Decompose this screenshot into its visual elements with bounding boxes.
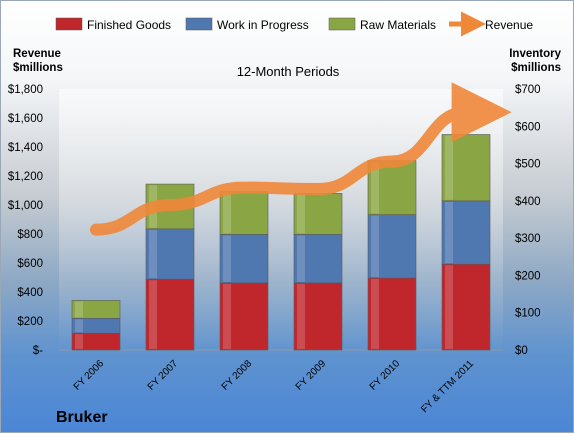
legend-label-2: Raw Materials [360, 18, 436, 32]
bar-finished-goods [145, 278, 195, 351]
bar-highlight [445, 201, 453, 264]
bar-highlight [149, 280, 157, 349]
y-left-tick: $200 [17, 316, 43, 328]
company-label: Bruker [56, 409, 108, 426]
bar-highlight [223, 192, 231, 234]
y-left-tick: $1,600 [8, 113, 43, 125]
y-left-tick: $1,200 [8, 171, 43, 183]
x-tick-label: FY 2010 [368, 358, 403, 393]
x-tick-label: FY 2009 [294, 358, 329, 393]
bar-highlight [371, 161, 379, 214]
bar-highlight [223, 235, 231, 282]
bar-highlight [223, 283, 231, 349]
revenue-line [90, 82, 512, 236]
bar-finished-goods [441, 263, 491, 351]
x-tick-label: FY 2008 [220, 358, 255, 393]
x-tick-label: FY 2007 [146, 358, 181, 393]
bar-work-in-progress [293, 234, 343, 284]
legend-label-0: Finished Goods [87, 18, 171, 32]
bar-raw-materials [441, 134, 491, 202]
legend-label-revenue: Revenue [485, 18, 533, 32]
bar-work-in-progress [441, 200, 491, 265]
legend-swatch-0 [55, 17, 83, 31]
y-right-title-line2: $millions [511, 62, 561, 74]
bar-highlight [445, 135, 453, 200]
legend-swatch-2 [328, 17, 356, 31]
bar-finished-goods [293, 282, 343, 351]
bar-highlight [75, 301, 83, 318]
y-right-tick: $300 [515, 233, 541, 245]
y-left-tick: $1,400 [8, 142, 43, 154]
y-left-title-line2: $millions [13, 62, 63, 74]
y-left-title-line1: Revenue [13, 48, 61, 60]
bar-work-in-progress [145, 228, 195, 280]
legend-swatch-1 [185, 17, 213, 31]
bar-raw-materials [71, 300, 121, 319]
bar-work-in-progress [367, 214, 417, 279]
bar-raw-materials [293, 193, 343, 235]
bar-work-in-progress [219, 234, 269, 284]
y-right-tick: $0 [515, 345, 528, 357]
bar-highlight [445, 265, 453, 349]
y-right-tick: $200 [515, 270, 541, 282]
y-left-tick: $1,000 [8, 200, 43, 212]
y-left-tick: $600 [17, 258, 43, 270]
bar-highlight [371, 215, 379, 278]
y-left-tick: $1,800 [8, 84, 43, 96]
bar-highlight [297, 283, 305, 349]
chart-title: 12-Month Periods [237, 64, 340, 79]
y-right-tick: $700 [515, 84, 541, 96]
bar-highlight [149, 229, 157, 279]
y-right-tick: $100 [515, 308, 541, 320]
bar-highlight [297, 235, 305, 282]
x-tick-label: FY & TTM 2011 [419, 358, 476, 415]
bar-highlight [371, 279, 379, 349]
bar-finished-goods [367, 277, 417, 351]
bar-highlight [75, 319, 83, 333]
legend-label-1: Work in Progress [217, 18, 309, 32]
y-right-title-line1: Inventory [509, 48, 561, 60]
bar-highlight [75, 334, 83, 349]
y-right-tick: $500 [515, 159, 541, 171]
y-left-tick: $800 [17, 229, 43, 241]
y-right-tick: $600 [515, 121, 541, 133]
y-right-tick: $400 [515, 196, 541, 208]
y-left-tick: $- [33, 345, 43, 357]
x-tick-label: FY 2006 [72, 358, 107, 393]
bar-highlight [297, 194, 305, 234]
bar-finished-goods [219, 282, 269, 351]
y-left-tick: $400 [17, 287, 43, 299]
bar-raw-materials [219, 191, 269, 235]
